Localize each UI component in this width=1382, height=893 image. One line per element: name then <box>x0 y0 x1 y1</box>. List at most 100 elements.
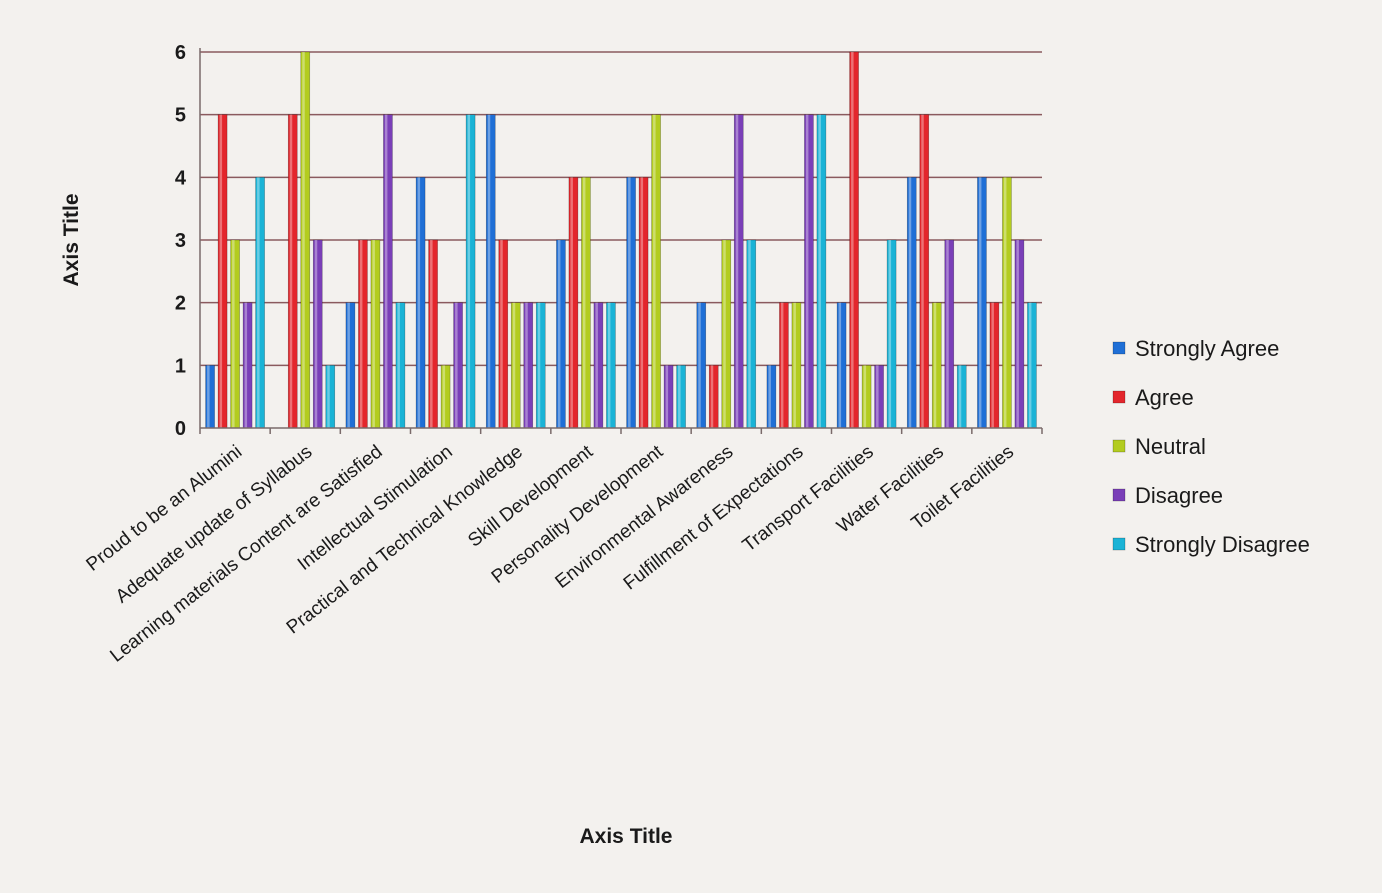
bar <box>804 114 814 429</box>
bar-highlight <box>417 177 421 428</box>
bar-highlight <box>244 302 248 428</box>
bar-highlight <box>219 114 223 429</box>
bar-highlight <box>359 240 363 428</box>
legend-label: Disagree <box>1135 483 1223 508</box>
bar-highlight <box>768 365 771 428</box>
legend-swatch <box>1112 341 1126 355</box>
bar-highlight <box>467 114 471 429</box>
bar-highlight <box>302 52 305 428</box>
bar <box>849 51 859 429</box>
bar <box>906 177 917 429</box>
bar <box>874 365 884 429</box>
bar-highlight <box>723 240 726 428</box>
bar-highlight <box>678 365 681 428</box>
bar-highlight <box>1028 302 1032 428</box>
x-tick-label: Transport Facilities <box>739 441 878 556</box>
bar-highlight <box>257 177 260 428</box>
bar <box>581 177 591 429</box>
legend-swatch <box>1112 390 1126 404</box>
legend-label: Neutral <box>1135 434 1206 459</box>
bar <box>626 177 636 429</box>
bar <box>255 177 265 429</box>
bar <box>440 365 451 429</box>
bar-highlight <box>570 177 573 428</box>
bar <box>696 302 707 429</box>
bar <box>791 302 802 429</box>
bar <box>708 365 719 429</box>
bar <box>556 239 566 429</box>
bar-highlight <box>557 240 561 428</box>
bar <box>766 365 777 429</box>
bar-highlight <box>430 240 433 428</box>
bar-highlight <box>500 240 503 428</box>
bar-highlight <box>289 114 293 429</box>
bar <box>663 365 674 429</box>
bar-highlight <box>653 114 656 429</box>
grid-lines <box>200 51 1042 367</box>
y-tick-label: 3 <box>175 230 186 252</box>
bar <box>1014 239 1025 429</box>
bar-highlight <box>958 365 962 428</box>
bar <box>300 51 311 429</box>
bar-highlight <box>863 365 867 428</box>
bar-highlight <box>793 302 796 428</box>
bar-highlight <box>207 365 210 428</box>
bar <box>816 114 827 429</box>
bar <box>415 177 426 429</box>
x-tick-label: Learning materials Content are Satisfied <box>106 441 386 666</box>
bar <box>746 239 757 429</box>
bar-highlight <box>442 365 446 428</box>
bar <box>395 302 406 429</box>
bar-highlight <box>698 302 701 428</box>
bar <box>287 114 298 429</box>
bar <box>651 114 661 429</box>
bar <box>1027 302 1037 429</box>
legend-swatch <box>1112 537 1126 551</box>
legend-label: Strongly Agree <box>1135 336 1279 361</box>
bar-highlight <box>314 240 318 428</box>
bar <box>345 302 356 429</box>
bar-highlight <box>1016 240 1019 428</box>
bar <box>242 302 253 429</box>
bar-highlight <box>851 52 854 428</box>
bar <box>861 365 872 429</box>
y-tick-labels: 0 1 2 3 4 5 6 <box>175 42 187 440</box>
y-tick-label: 4 <box>175 167 187 189</box>
bar <box>593 302 604 429</box>
bar <box>779 302 789 429</box>
legend-swatch <box>1112 488 1126 502</box>
bar-highlight <box>978 177 982 428</box>
bar <box>886 239 897 429</box>
bars <box>205 51 1037 429</box>
bar-highlight <box>372 240 375 428</box>
bar <box>325 365 336 429</box>
y-tick-label: 1 <box>175 355 186 377</box>
bar-highlight <box>991 302 994 428</box>
bar <box>606 302 616 429</box>
bar <box>721 239 732 429</box>
bar <box>638 177 649 429</box>
bar <box>510 302 521 429</box>
bar-highlight <box>876 365 879 428</box>
bar-highlight <box>735 114 739 429</box>
bar-highlight <box>384 114 388 429</box>
bar-highlight <box>397 302 400 428</box>
x-tick-label: Skill Development <box>464 441 597 552</box>
bar <box>230 239 240 429</box>
bar <box>919 114 930 429</box>
y-tick-label: 5 <box>175 105 186 127</box>
bar-highlight <box>582 177 586 428</box>
x-axis-title: Axis Title <box>580 825 673 848</box>
bar-highlight <box>595 302 598 428</box>
bar-highlight <box>525 302 528 428</box>
bar <box>465 114 476 429</box>
bar <box>428 239 438 429</box>
bar-highlight <box>232 240 235 428</box>
bar-highlight <box>487 114 491 429</box>
y-tick-label: 0 <box>175 418 186 440</box>
legend: Strongly Agree Agree Neutral Disagree Strong… <box>1112 336 1310 557</box>
bar-highlight <box>921 114 924 429</box>
bar-highlight <box>838 302 842 428</box>
legend-label: Agree <box>1135 385 1194 410</box>
